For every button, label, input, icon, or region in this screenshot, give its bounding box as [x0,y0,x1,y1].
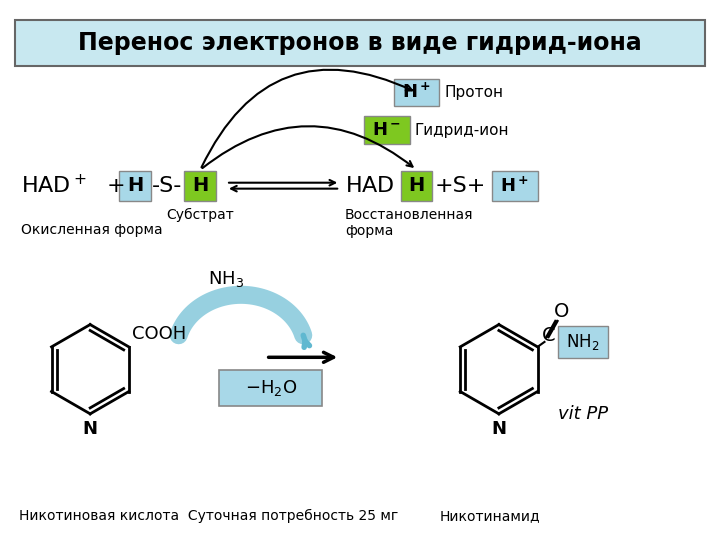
Text: vit PP: vit PP [559,405,608,423]
Text: Перенос электронов в виде гидрид-иона: Перенос электронов в виде гидрид-иона [78,31,642,55]
Text: $\mathrm{NH_2}$: $\mathrm{NH_2}$ [567,332,600,352]
FancyBboxPatch shape [15,20,705,66]
Text: $\mathrm{NH_3}$: $\mathrm{NH_3}$ [208,269,244,289]
Text: N: N [83,420,98,438]
Text: $\bf{H}^+$: $\bf{H}^+$ [500,176,529,195]
Text: $\bf{H}^+$: $\bf{H}^+$ [402,83,431,102]
Text: COOH: COOH [132,325,186,343]
FancyBboxPatch shape [394,78,439,106]
FancyBboxPatch shape [559,326,608,358]
Text: N: N [491,420,506,438]
Text: Окисленная форма: Окисленная форма [21,224,162,238]
FancyBboxPatch shape [219,370,323,406]
Text: $\bf{H}$: $\bf{H}$ [127,176,143,195]
Text: O: O [554,302,569,321]
Text: -S-: -S- [152,176,182,195]
FancyBboxPatch shape [119,171,150,200]
Text: C: C [541,326,555,345]
Text: $\bf{H}$: $\bf{H}$ [192,176,209,195]
Text: $\bf{H}^-$: $\bf{H}^-$ [372,121,401,139]
Text: Протон: Протон [444,85,503,100]
FancyBboxPatch shape [184,171,216,200]
FancyBboxPatch shape [492,171,538,200]
Text: Гидрид-ион: Гидрид-ион [415,123,509,138]
FancyBboxPatch shape [364,116,410,144]
Text: +: + [107,176,126,195]
Text: +S+: +S+ [434,176,486,195]
Text: Восстановленная
форма: Восстановленная форма [345,207,474,238]
Text: $\mathrm{HAD^+}$: $\mathrm{HAD^+}$ [21,174,86,197]
Text: Никотинамид: Никотинамид [439,509,540,523]
Text: $\mathrm{HAD}$: $\mathrm{HAD}$ [345,176,395,195]
Text: Никотиновая кислота  Суточная потребность 25 мг: Никотиновая кислота Суточная потребность… [19,509,398,523]
Text: Субстрат: Субстрат [166,207,234,221]
Text: $\mathrm{- H_2O}$: $\mathrm{- H_2O}$ [245,378,297,398]
FancyBboxPatch shape [400,171,433,200]
Text: $\bf{H}$: $\bf{H}$ [408,176,425,195]
